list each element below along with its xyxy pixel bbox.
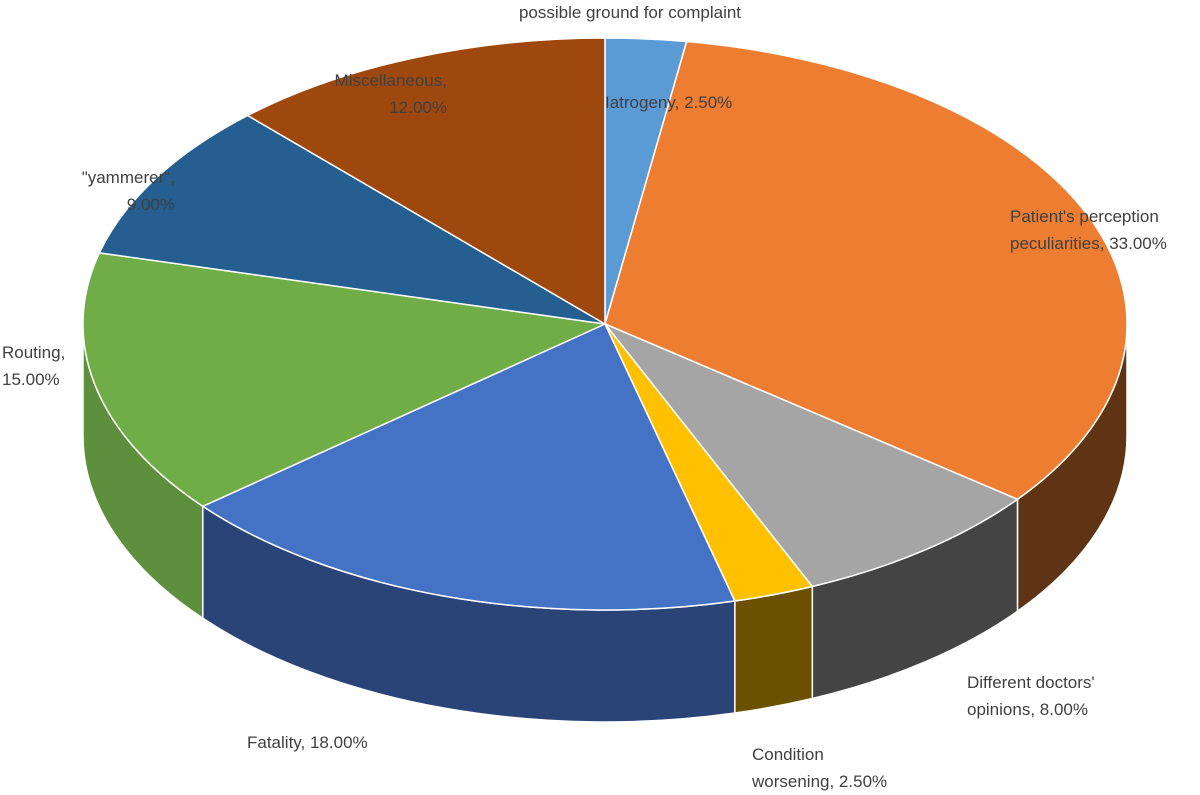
- pie-slice-2[interactable]: [604, 323, 1019, 588]
- data-label-4: Fatality, 18.00%: [247, 733, 368, 752]
- data-label-6: "yammerer", 9.00%: [82, 168, 175, 214]
- data-label-line: peculiarities, 33.00%: [1010, 234, 1167, 253]
- pie-side-3: [734, 585, 814, 714]
- data-label-line: Different doctors': [967, 673, 1095, 692]
- data-label-line: Condition: [752, 745, 824, 764]
- data-label-line: 9.00%: [127, 195, 175, 214]
- data-label-5: Routing, 15.00%: [2, 343, 65, 389]
- data-label-line: Iatrogeny, 2.50%: [605, 93, 732, 112]
- data-label-3: Condition worsening, 2.50%: [751, 745, 887, 791]
- pie-slice-6[interactable]: [98, 114, 606, 325]
- pie-slice-5[interactable]: [82, 252, 608, 508]
- data-label-line: Patient's perception: [1010, 207, 1159, 226]
- pie-slice-1[interactable]: [604, 40, 1128, 501]
- data-label-0: Iatrogeny, 2.50%: [605, 93, 732, 112]
- data-label-line: opinions, 8.00%: [967, 700, 1088, 719]
- data-label-1: Patient's perception peculiarities, 33.00…: [1010, 207, 1167, 253]
- data-label-line: 15.00%: [2, 370, 60, 389]
- data-label-7: Miscellaneous, 12.00%: [335, 71, 447, 117]
- data-label-line: Miscellaneous,: [335, 71, 447, 90]
- data-label-line: Routing,: [2, 343, 65, 362]
- chart-title: possible ground for complaint: [519, 3, 741, 22]
- data-label-line: worsening, 2.50%: [751, 772, 887, 791]
- data-label-line: Fatality, 18.00%: [247, 733, 368, 752]
- data-label-line: 12.00%: [389, 98, 447, 117]
- data-labels: Iatrogeny, 2.50% Patient's perception pecu…: [2, 71, 1167, 791]
- data-label-2: Different doctors' opinions, 8.00%: [967, 673, 1095, 719]
- data-label-line: "yammerer",: [82, 168, 175, 187]
- pie-sides: [82, 323, 1128, 723]
- pie-slice-4[interactable]: [201, 323, 736, 611]
- pie-slice-7[interactable]: [246, 37, 606, 326]
- pie-slices: [82, 37, 1128, 611]
